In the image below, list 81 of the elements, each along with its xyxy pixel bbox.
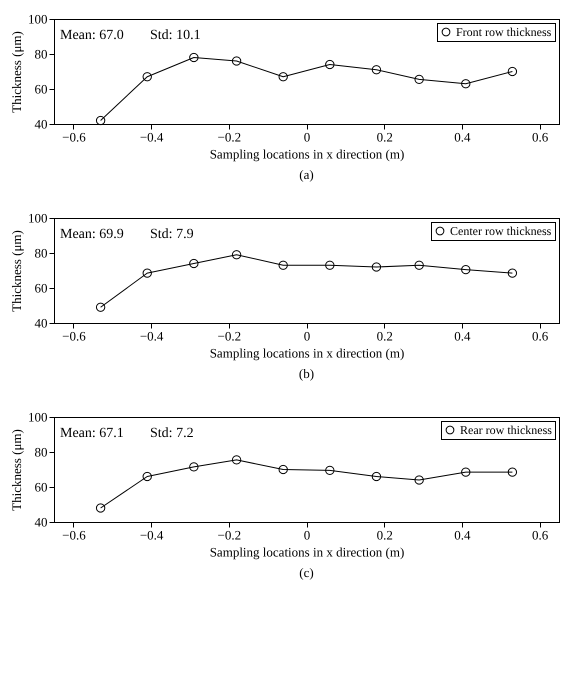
point [189,52,199,62]
y-tick-label: 40 [34,116,48,132]
x-tick-label: 0 [304,328,310,344]
point [278,72,288,82]
legend-label: Front row thickness [456,25,552,39]
point [461,467,470,477]
x-tick-label: 0 [304,528,310,542]
annotation: Std: 10.1 [150,28,201,43]
y-tick-label: 40 [34,316,48,330]
x-tick-label: 0.2 [376,328,393,344]
annotation: Mean: 67.0 [60,28,124,43]
x-tick-label: 0.2 [376,130,393,144]
x-tick-label: −0.4 [140,528,164,542]
x-axis-title: Sampling locations in x direction (m) [210,346,404,360]
x-tick-label: −0.6 [62,130,86,144]
y-axis-title: Thickness (μm) [9,230,24,312]
x-tick-label: −0.2 [218,328,242,344]
point [142,72,152,82]
point [461,79,470,88]
annotation: Std: 7.9 [150,227,194,242]
point [325,466,334,476]
x-tick-label: −0.2 [218,130,242,144]
text: (b) [298,366,314,381]
point [414,260,424,270]
x-tick-label: 0.6 [532,528,549,542]
x-tick-label: −0.6 [62,328,86,344]
x-tick-label: −0.2 [218,528,242,542]
point [414,74,424,84]
point [96,503,106,513]
point [461,264,470,274]
y-tick-label: 60 [34,82,48,96]
y-axis-title: Thickness (μm) [9,31,24,113]
point [372,472,382,482]
point [232,56,242,66]
y-tick-label: 80 [34,46,48,62]
point [508,467,518,477]
y-tick-label: 80 [34,444,48,460]
y-tick-label: 100 [28,410,48,424]
point [325,260,334,270]
point [278,260,288,270]
y-tick-label: 40 [34,514,48,530]
point [96,302,106,312]
x-tick-label: −0.6 [62,528,86,542]
x-tick-label: 0.4 [454,130,472,144]
point [508,66,518,76]
legend-label: Center row thickness [450,224,552,238]
text: (c) [299,565,314,580]
x-tick-label: 0.2 [376,528,393,542]
legend-label: Rear row thickness [460,423,552,437]
y-tick-label: 100 [28,210,48,226]
point [142,268,152,278]
point [372,262,382,272]
annotation: Std: 7.2 [150,426,194,441]
point [325,60,334,70]
x-tick-label: 0.4 [454,328,472,344]
point [96,116,106,126]
point [189,462,199,472]
point [278,464,288,474]
y-axis-title: Thickness (μm) [9,429,24,511]
point [508,268,518,278]
x-tick-label: 0.6 [532,328,549,344]
x-tick-label: 0 [304,130,310,144]
x-tick-label: 0.4 [454,528,472,542]
y-tick-label: 80 [34,246,48,260]
x-tick-label: −0.4 [140,328,164,344]
point [189,258,199,268]
point [232,250,242,260]
point [372,65,382,74]
annotation: Mean: 67.1 [60,426,124,441]
y-tick-label: 60 [34,480,48,494]
text: (a) [299,167,314,182]
x-tick-label: −0.4 [140,130,164,144]
point [414,475,424,485]
x-axis-title: Sampling locations in x direction (m) [210,146,404,162]
y-tick-label: 100 [28,12,48,26]
annotation: Mean: 69.9 [60,227,124,242]
x-axis-title: Sampling locations in x direction (m) [210,544,404,560]
point [232,455,242,465]
point [142,472,152,482]
y-tick-label: 60 [34,280,48,296]
x-tick-label: 0.6 [532,130,549,144]
